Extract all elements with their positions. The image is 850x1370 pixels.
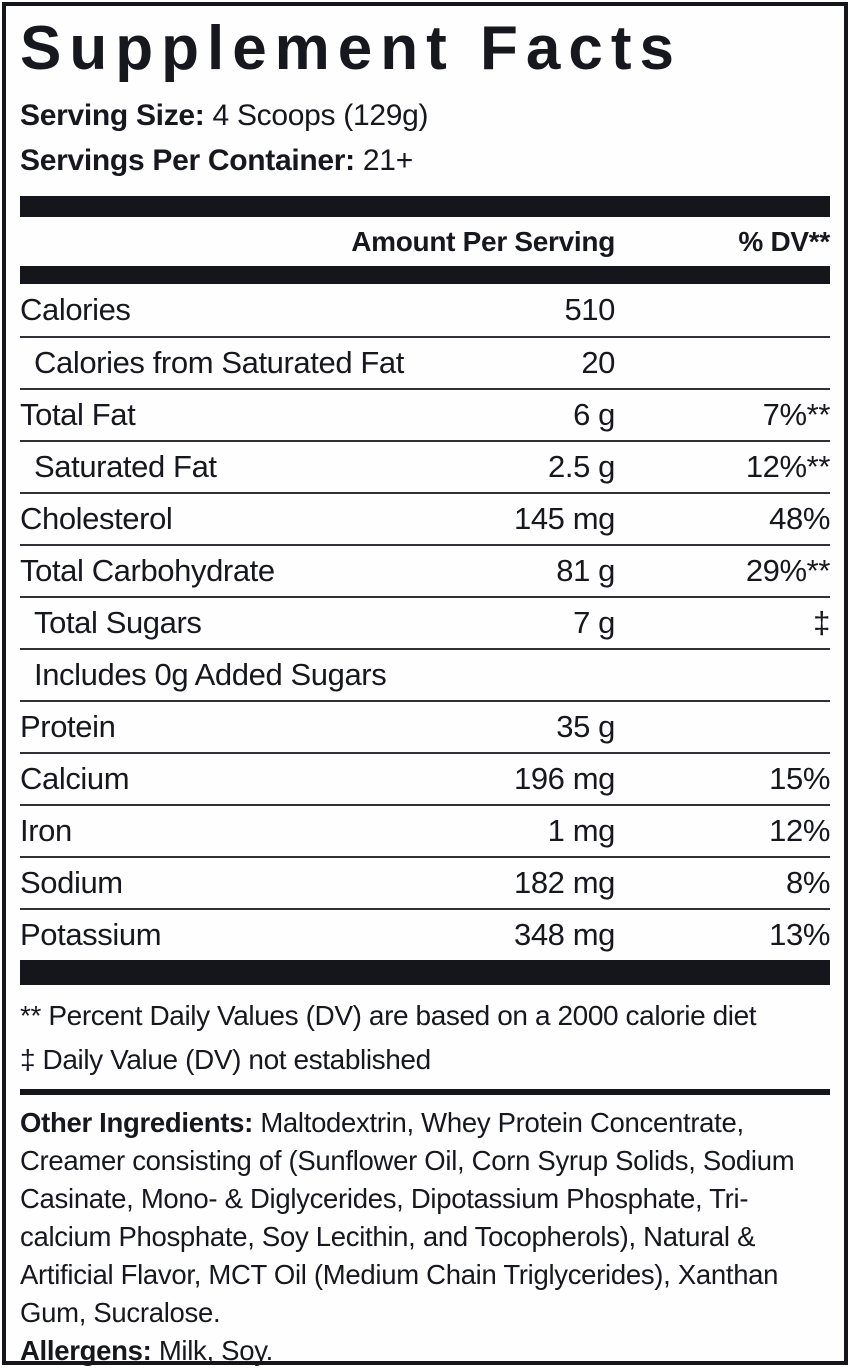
nutrient-table: Calories 510 Calories from Saturated Fat… [20, 284, 830, 960]
row-total-carbohydrate: Total Carbohydrate 81 g 29%** [20, 544, 830, 596]
footnote-dv-not-established: ‡ Daily Value (DV) not established [20, 1044, 431, 1076]
nutrient-dv: 12% [769, 813, 830, 849]
nutrient-amount: 35 g [556, 709, 615, 745]
row-potassium: Potassium 348 mg 13% [20, 908, 830, 960]
nutrient-amount: 196 mg [514, 761, 615, 797]
footnotes: ** Percent Daily Values (DV) are based o… [20, 985, 830, 1082]
nutrient-name: Total Sugars [34, 605, 202, 641]
allergens-label: Allergens: [20, 1335, 152, 1367]
divider-bar-under-header [20, 266, 830, 285]
nutrient-name: Calories [20, 292, 131, 328]
nutrient-amount: 145 mg [514, 501, 615, 537]
divider-bar-bottom [20, 960, 830, 986]
nutrient-name: Potassium [20, 917, 162, 953]
nutrient-name: Saturated Fat [34, 449, 217, 485]
header-amount-per-serving: Amount Per Serving [351, 225, 615, 257]
row-total-fat: Total Fat 6 g 7%** [20, 388, 830, 440]
nutrient-dv: 7%** [762, 397, 831, 433]
nutrient-dv: ‡ [813, 605, 830, 641]
nutrient-name: Iron [20, 813, 72, 849]
row-protein: Protein 35 g [20, 700, 830, 752]
serving-size-line: Serving Size: 4 Scoops (129g) [20, 93, 830, 138]
header-percent-dv: % DV** [738, 225, 830, 257]
row-added-sugars: Includes 0g Added Sugars [20, 648, 830, 700]
row-saturated-fat: Saturated Fat 2.5 g 12%** [20, 440, 830, 492]
nutrient-dv: 48% [769, 501, 830, 537]
row-sodium: Sodium 182 mg 8% [20, 856, 830, 908]
row-cholesterol: Cholesterol 145 mg 48% [20, 492, 830, 544]
nutrient-name: Includes 0g Added Sugars [34, 657, 387, 693]
serving-size-value: 4 Scoops (129g) [212, 99, 429, 133]
nutrient-amount: 510 [564, 292, 615, 328]
nutrient-amount: 348 mg [514, 917, 615, 953]
nutrient-name: Protein [20, 709, 116, 745]
table-header-row: Amount Per Serving % DV** [20, 217, 830, 266]
nutrient-name: Sodium [20, 865, 123, 901]
nutrient-dv: 29%** [745, 553, 831, 589]
row-calories-from-saturated-fat: Calories from Saturated Fat 20 [20, 336, 830, 388]
row-total-sugars: Total Sugars 7 g ‡ [20, 596, 830, 648]
nutrient-dv: 8% [785, 865, 830, 901]
other-ingredients-label: Other Ingredients: [20, 1107, 253, 1139]
nutrient-dv: 13% [769, 917, 830, 953]
nutrient-name: Total Fat [20, 397, 136, 433]
nutrient-amount: 6 g [573, 397, 615, 433]
nutrient-amount: 2.5 g [548, 449, 615, 485]
other-ingredients-text: Maltodextrin, Whey Protein Concentrate, … [20, 1107, 795, 1329]
other-ingredients-paragraph: Other Ingredients: Maltodextrin, Whey Pr… [20, 1104, 830, 1332]
row-iron: Iron 1 mg 12% [20, 804, 830, 856]
nutrient-dv: 15% [769, 761, 830, 797]
row-calories: Calories 510 [20, 284, 830, 336]
nutrient-amount: 182 mg [514, 865, 615, 901]
footnote-separator-rule [20, 1089, 830, 1096]
nutrient-amount: 81 g [556, 553, 615, 589]
nutrient-name: Calories from Saturated Fat [34, 345, 404, 381]
nutrient-name: Cholesterol [20, 501, 173, 537]
nutrient-amount: 20 [581, 345, 615, 381]
allergens-line: Allergens: Milk, Soy. [20, 1332, 830, 1370]
nutrient-dv: 12%** [745, 449, 831, 485]
allergens-value: Milk, Soy. [158, 1335, 273, 1367]
nutrient-amount: 7 g [573, 605, 615, 641]
panel-title: Supplement Facts [20, 14, 682, 83]
servings-per-container-label: Servings Per Container: [20, 144, 355, 178]
serving-size-label: Serving Size: [20, 99, 205, 133]
nutrient-name: Total Carbohydrate [20, 553, 275, 589]
nutrient-name: Calcium [20, 761, 130, 797]
servings-per-container-line: Servings Per Container: 21+ [20, 138, 830, 183]
nutrient-amount: 1 mg [547, 813, 616, 849]
footnote-daily-values: ** Percent Daily Values (DV) are based o… [20, 1000, 757, 1032]
row-calcium: Calcium 196 mg 15% [20, 752, 830, 804]
servings-per-container-value: 21+ [362, 144, 413, 178]
divider-bar-top [20, 196, 830, 218]
